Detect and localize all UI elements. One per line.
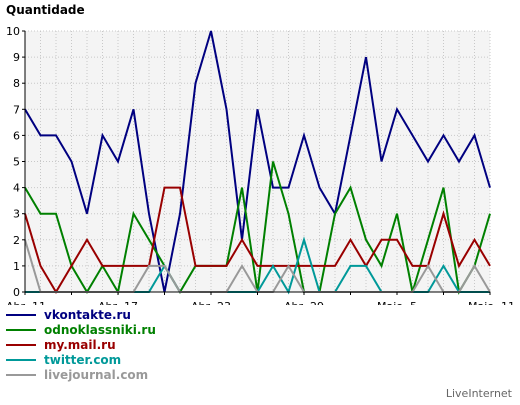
legend-item-twitter: twitter.com [6, 352, 156, 367]
brand-label: LiveInternet [445, 387, 512, 400]
legend-swatch [6, 343, 36, 346]
legend-swatch [6, 313, 36, 316]
line-chart: 0 1 2 3 4 5 6 7 8 9 10 Abr, 11Abr, 14Abr, 17Abr, 2… [6, 25, 515, 305]
legend: vkontakte.ru odnoklassniki.ru my.mail.ru… [6, 307, 156, 382]
legend-swatch [6, 373, 36, 376]
y-tick-label: 5 [13, 156, 20, 169]
legend-item-vkontakte: vkontakte.ru [6, 307, 156, 322]
legend-label: odnoklassniki.ru [44, 322, 156, 337]
y-tick-label: 9 [13, 51, 20, 64]
x-tick-label: Maio, 5 [377, 300, 417, 305]
y-tick-label: 3 [13, 208, 20, 221]
y-tick-label: 0 [13, 286, 20, 299]
legend-swatch [6, 358, 36, 361]
y-tick-label: 2 [13, 234, 20, 247]
y-tick-label: 4 [13, 182, 20, 195]
x-tick-label: Abr, 23 [191, 300, 231, 305]
x-tick-label: Maio, 11 [468, 300, 515, 305]
x-tick-label: Abr, 17 [98, 300, 138, 305]
y-tick-labels: 0 1 2 3 4 5 6 7 8 9 10 [6, 25, 25, 299]
x-tick-labels: Abr, 11Abr, 14Abr, 17Abr, 20Abr, 23Abr, … [6, 292, 515, 305]
y-tick-label: 6 [13, 129, 20, 142]
y-tick-label: 7 [13, 103, 20, 116]
y-axis-title: Quantidade [6, 3, 85, 17]
legend-item-livejournal: livejournal.com [6, 367, 156, 382]
y-tick-label: 10 [6, 25, 20, 38]
legend-item-odnoklassniki: odnoklassniki.ru [6, 322, 156, 337]
y-tick-label: 8 [13, 77, 20, 90]
series-line [24, 186, 491, 294]
legend-label: vkontakte.ru [44, 307, 131, 322]
x-tick-label: Abr, 11 [6, 300, 46, 305]
legend-swatch [6, 328, 36, 331]
legend-label: twitter.com [44, 352, 122, 367]
y-tick-label: 1 [13, 260, 20, 273]
legend-label: my.mail.ru [44, 337, 116, 352]
legend-label: livejournal.com [44, 367, 149, 382]
legend-item-mail: my.mail.ru [6, 337, 156, 352]
x-tick-label: Abr, 29 [284, 300, 324, 305]
series-line [24, 30, 491, 293]
